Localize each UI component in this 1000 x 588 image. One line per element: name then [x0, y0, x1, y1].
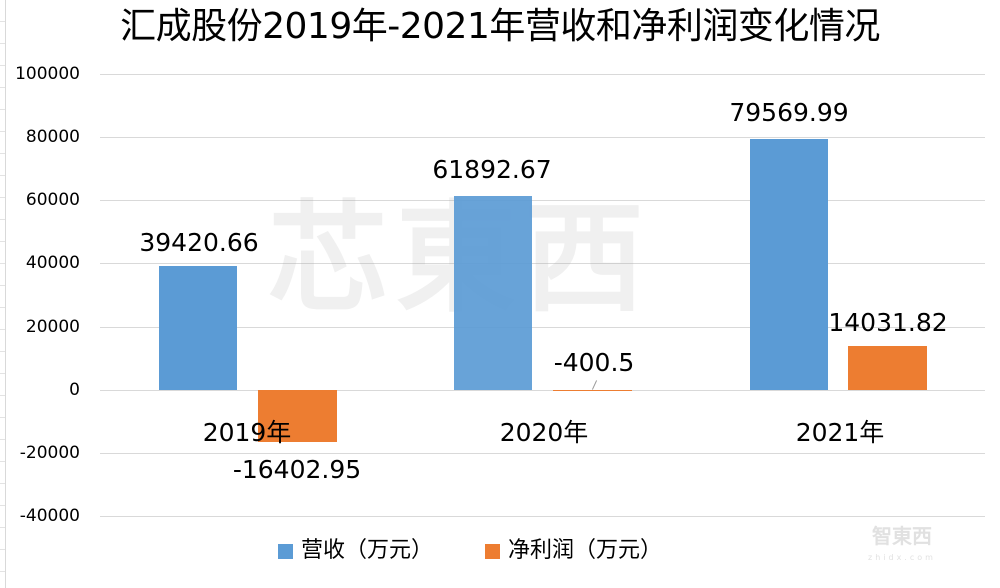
y-tick-label: 60000	[25, 190, 80, 210]
data-label-net-profit-2020: -400.5	[553, 348, 635, 377]
bar-revenue-2021	[750, 139, 828, 390]
data-label-revenue-2019: 39420.66	[139, 228, 259, 257]
legend-label: 净利润（万元）	[508, 538, 663, 563]
data-label-net-profit-2019: -16402.95	[232, 455, 362, 484]
chart-title: 汇成股份2019年-2021年营收和净利润变化情况	[120, 6, 880, 47]
legend-label: 营收（万元）	[301, 538, 434, 563]
bar-net-profit-2020	[553, 390, 632, 391]
data-label-revenue-2020: 61892.67	[432, 155, 552, 184]
gridline	[100, 200, 985, 201]
gridline	[100, 74, 985, 75]
corner-watermark-logo: 智東西	[871, 524, 932, 548]
legend-swatch-orange-icon	[485, 543, 501, 559]
spreadsheet-edge	[0, 0, 6, 588]
gridline	[100, 137, 985, 138]
gridline	[100, 327, 985, 328]
bar-net-profit-2019	[258, 390, 337, 442]
corner-watermark: 智東西 zhidx.com	[868, 525, 936, 569]
data-label-revenue-2021: 79569.99	[729, 98, 849, 127]
gridline	[100, 453, 985, 454]
legend-item-net-profit: 净利润（万元）	[485, 536, 662, 566]
legend: 营收（万元） 净利润（万元）	[278, 536, 714, 566]
category-label-2020: 2020年	[499, 418, 589, 447]
y-tick-label: -40000	[19, 506, 80, 526]
zero-line	[100, 390, 985, 391]
legend-item-revenue: 营收（万元）	[278, 536, 433, 566]
y-tick-label: 40000	[25, 253, 80, 273]
bar-revenue-2019	[159, 266, 237, 390]
y-tick-label: 80000	[25, 127, 80, 147]
gridline	[100, 516, 985, 517]
y-tick-label: 0	[69, 380, 80, 400]
bar-revenue-2020	[454, 196, 532, 390]
bar-net-profit-2021	[848, 346, 927, 390]
legend-swatch-blue-icon	[278, 543, 293, 559]
gridline	[100, 263, 985, 264]
y-tick-label: -20000	[19, 443, 80, 463]
y-tick-label: 20000	[25, 317, 80, 337]
corner-watermark-url: zhidx.com	[868, 553, 936, 562]
data-label-net-profit-2021: 14031.82	[828, 308, 948, 337]
category-label-2021: 2021年	[795, 418, 885, 447]
data-label-leader-line	[591, 380, 598, 390]
category-label-2019: 2019年	[202, 418, 292, 447]
y-tick-label: 100000	[15, 64, 80, 84]
